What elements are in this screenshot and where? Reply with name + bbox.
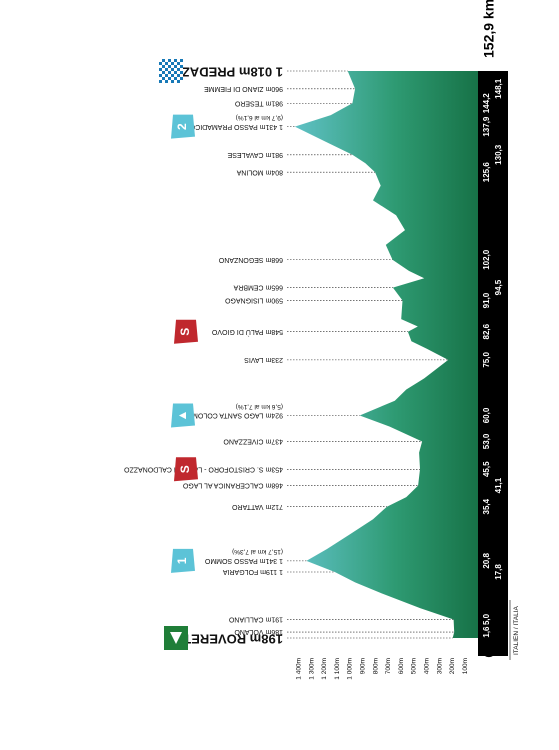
elevation-tick-13: 100m <box>462 658 469 674</box>
km-label-16: 137,9 <box>482 116 491 137</box>
distance-bar <box>478 71 508 656</box>
elevation-tick-2: 1 200m <box>321 658 328 680</box>
waypoint-label-7: 453m S. CRISTOFORO - LAGO DI CALDONAZZO <box>123 465 283 472</box>
elevation-tick-4: 1 000m <box>347 658 354 680</box>
km-label-10: 82,6 <box>482 323 491 339</box>
waypoint-label-2: 191m CALLIANO <box>228 616 283 623</box>
elevation-tick-9: 500m <box>411 658 418 674</box>
km-label-17: 144,2 <box>482 93 491 114</box>
km-label-13: 102,0 <box>482 249 491 270</box>
km-label-14: 125,6 <box>482 162 491 183</box>
waypoint-label-19: 960m ZIANO DI FIEMME <box>204 85 283 92</box>
climb-icon-2-shape <box>171 403 195 428</box>
climb-icon-2: ▲ <box>171 403 195 428</box>
sprint-icon-1: S <box>174 457 198 482</box>
finish-checkered-icon <box>159 59 183 83</box>
waypoint-sublabel-17: (9,7 km al 6,1%) <box>236 114 283 121</box>
waypoint-label-11: 548m PALÙ DI GIOVO <box>211 328 283 337</box>
km-label-15: 130,3 <box>494 144 503 165</box>
climb-icon-0-glyph: 1 <box>175 557 189 564</box>
km-label-3: 20,8 <box>482 553 491 569</box>
waypoint-label-4: 1 341m PASSO SOMMO <box>204 557 283 564</box>
waypoint-label-10: 233m LAVIS <box>244 356 283 363</box>
start-flag-icon <box>164 626 188 650</box>
sprint-icon-3: S <box>174 319 198 344</box>
elevation-ticks: 1 400m 1 300m 1 200m 1 100m 1 000m 900m 800m 70… <box>296 658 469 680</box>
elevation-area <box>294 71 478 638</box>
climb-icon-4: 2 <box>171 114 195 139</box>
guide-lines <box>287 70 455 639</box>
km-label-12: 94,5 <box>494 279 503 295</box>
finish-checker-bg <box>159 59 183 83</box>
elevation-tick-7: 700m <box>385 658 392 674</box>
km-label-9: 75,0 <box>482 352 491 368</box>
waypoint-label-18: 981m TESERO <box>234 99 283 106</box>
waypoint-label-16: 981m CAVALESE <box>227 151 283 158</box>
elevation-tick-0: 1 400m <box>296 658 303 680</box>
waypoint-sublabel-9: (5,6 km al 7,1%) <box>236 403 283 410</box>
waypoint-label-3: 1 119m FOLGARIA <box>222 568 283 575</box>
country-label: ITALIEN / ITALIA <box>513 605 520 655</box>
elevation-tick-10: 400m <box>424 658 431 674</box>
km-label-4: 35,4 <box>482 498 491 514</box>
km-label-2: 17,8 <box>494 564 503 580</box>
km-labels: 1,65,0 17,820,8 35,441,145,5 53,0 60,0 75,0 82… <box>482 78 503 637</box>
elevation-tick-11: 300m <box>436 658 443 674</box>
waypoint-label-17: 1 431m PASSO PRAMADICCIO <box>182 123 283 130</box>
climb-icon-4-shape <box>171 114 195 139</box>
total-distance-label: 152,9 km <box>481 0 497 58</box>
waypoint-label-0: 198m ROVERETO <box>173 632 283 647</box>
waypoint-label-8: 437m CIVEZZANO <box>223 438 283 445</box>
climb-icon-0-shape <box>171 548 195 573</box>
start-flag-arrow <box>170 632 182 644</box>
waypoint-label-1: 186m VOLANO <box>234 628 283 635</box>
climb-icon-0: 1 <box>171 548 195 573</box>
route-icons: 1 S ▲ S 2 <box>159 59 198 650</box>
km-label-18: 148,1 <box>494 78 503 99</box>
waypoint-sublabel-4: (15,7 km al 7,3%) <box>232 548 283 555</box>
km-label-7: 53,0 <box>482 433 491 449</box>
waypoint-label-20: 1 018m PREDAZZO <box>164 65 283 80</box>
sprint-icon-1-glyph: S <box>178 465 192 473</box>
km-label-0: 1,6 <box>482 626 491 638</box>
km-label-1: 5,0 <box>482 613 491 625</box>
climb-icon-4-glyph: 2 <box>175 123 189 130</box>
elevation-tick-5: 900m <box>360 658 367 674</box>
elevation-tick-1: 1 300m <box>308 658 315 680</box>
elevation-tick-12: 200m <box>449 658 456 674</box>
elevation-tick-3: 1 100m <box>334 658 341 680</box>
start-km-label: 0 <box>481 650 496 657</box>
waypoint-label-15: 804m MOLINA <box>236 168 283 175</box>
km-label-6: 45,5 <box>482 461 491 477</box>
waypoint-label-9: 924m LAGO SANTA COLOMBA <box>182 412 283 419</box>
elevation-tick-8: 600m <box>398 658 405 674</box>
elevation-tick-6: 800m <box>372 658 379 674</box>
waypoint-label-12: 590m LISIGNAGO <box>224 297 283 304</box>
waypoint-label-5: 712m VATTARO <box>231 503 283 510</box>
climb-icon-2-glyph: ▲ <box>175 410 189 422</box>
sprint-icon-1-shape <box>174 457 198 482</box>
km-label-11: 91,0 <box>482 292 491 308</box>
waypoint-label-13: 665m CEMBRA <box>233 284 283 291</box>
sprint-icon-3-glyph: S <box>178 328 192 336</box>
waypoint-label-6: 468m CALCERANICA AL LAGO <box>182 482 283 489</box>
km-label-8: 60,0 <box>482 407 491 423</box>
km-label-5: 41,1 <box>494 477 503 493</box>
sprint-icon-3-shape <box>174 319 198 344</box>
waypoint-label-14: 668m SEGONZANO <box>218 256 283 263</box>
